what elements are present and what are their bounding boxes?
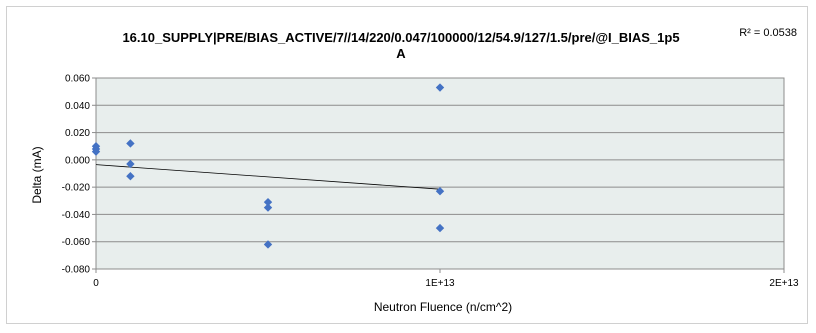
y-tick-label: -0.020 bbox=[62, 183, 91, 194]
y-tick-label: 0.000 bbox=[65, 155, 90, 166]
data-point-marker bbox=[126, 139, 135, 148]
r-squared-label: R² = 0.0538 bbox=[739, 27, 797, 39]
y-tick-label: 0.060 bbox=[65, 74, 90, 85]
y-axis-label: Delta (mA) bbox=[30, 146, 44, 203]
trendline bbox=[95, 164, 441, 190]
y-tick-label: 0.020 bbox=[65, 128, 90, 139]
y-tick-label: 0.040 bbox=[65, 101, 90, 112]
y-tick-label: -0.040 bbox=[62, 210, 91, 221]
y-tick-label: -0.080 bbox=[62, 265, 91, 276]
scatter-chart: 16.10_SUPPLY|PRE/BIAS_ACTIVE/7//14/220/0… bbox=[30, 27, 799, 314]
data-point-marker bbox=[435, 83, 445, 92]
chart-title-line1: 16.10_SUPPLY|PRE/BIAS_ACTIVE/7//14/220/0… bbox=[122, 30, 679, 45]
plot-area: 0.060 0.040 0.020 0.000 -0.020 -0.040 -0.060 -0… bbox=[62, 74, 799, 290]
data-point-marker bbox=[126, 159, 135, 169]
x-tick-label: 1E+13 bbox=[425, 278, 455, 289]
data-point-marker bbox=[435, 223, 445, 233]
data-point-marker bbox=[126, 172, 135, 181]
x-tick-label: 2E+13 bbox=[769, 278, 799, 289]
data-point-marker bbox=[263, 197, 273, 207]
y-tick-label: -0.060 bbox=[62, 237, 91, 248]
x-tick-label: 0 bbox=[93, 278, 99, 289]
data-point-marker bbox=[263, 240, 273, 249]
chart-frame: 16.10_SUPPLY|PRE/BIAS_ACTIVE/7//14/220/0… bbox=[6, 6, 808, 324]
data-point-marker bbox=[91, 147, 101, 156]
plot-background bbox=[96, 78, 784, 269]
chart-title-line2: A bbox=[396, 46, 406, 61]
data-point-marker bbox=[435, 187, 445, 196]
data-point-marker bbox=[263, 203, 273, 212]
x-axis-label: Neutron Fluence (n/cm^2) bbox=[374, 300, 512, 314]
